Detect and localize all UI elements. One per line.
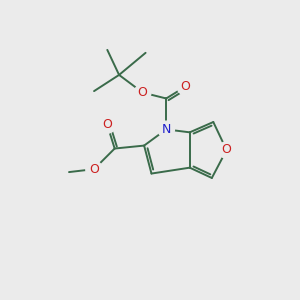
Circle shape	[99, 117, 116, 133]
Circle shape	[134, 84, 151, 101]
Text: O: O	[138, 86, 148, 99]
Text: N: N	[161, 123, 171, 136]
Text: O: O	[102, 118, 112, 131]
Text: O: O	[89, 163, 99, 176]
Text: O: O	[180, 80, 190, 93]
Circle shape	[218, 142, 235, 158]
Circle shape	[86, 161, 102, 177]
Circle shape	[177, 78, 194, 95]
Circle shape	[158, 121, 174, 138]
Text: O: O	[222, 143, 232, 157]
